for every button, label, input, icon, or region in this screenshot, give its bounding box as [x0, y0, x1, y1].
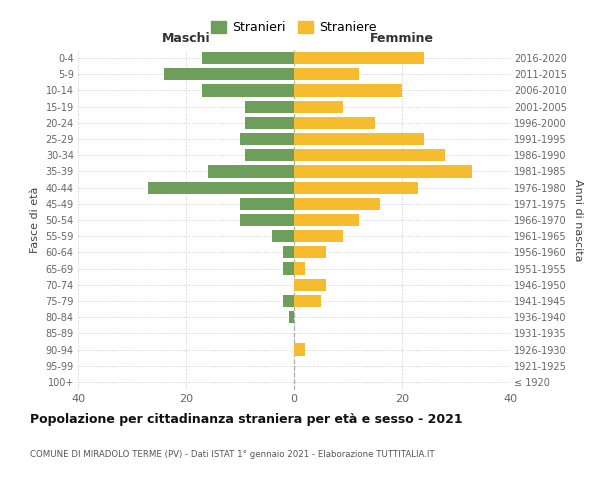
- Bar: [294, 68, 359, 80]
- Bar: [289, 311, 294, 323]
- Bar: [294, 133, 424, 145]
- Bar: [164, 68, 294, 80]
- Bar: [294, 52, 424, 64]
- Bar: [240, 133, 294, 145]
- Y-axis label: Anni di nascita: Anni di nascita: [572, 179, 583, 261]
- Bar: [294, 278, 326, 291]
- Bar: [283, 246, 294, 258]
- Bar: [208, 166, 294, 177]
- Bar: [272, 230, 294, 242]
- Text: Popolazione per cittadinanza straniera per età e sesso - 2021: Popolazione per cittadinanza straniera p…: [30, 412, 463, 426]
- Text: COMUNE DI MIRADOLO TERME (PV) - Dati ISTAT 1° gennaio 2021 - Elaborazione TUTTIT: COMUNE DI MIRADOLO TERME (PV) - Dati IST…: [30, 450, 434, 459]
- Legend: Stranieri, Straniere: Stranieri, Straniere: [206, 16, 382, 40]
- Bar: [294, 117, 375, 129]
- Bar: [245, 149, 294, 162]
- Bar: [245, 117, 294, 129]
- Bar: [283, 262, 294, 274]
- Bar: [245, 100, 294, 112]
- Bar: [294, 246, 326, 258]
- Bar: [294, 295, 321, 307]
- Text: Femmine: Femmine: [370, 32, 434, 45]
- Bar: [240, 198, 294, 210]
- Y-axis label: Fasce di età: Fasce di età: [30, 187, 40, 253]
- Text: Maschi: Maschi: [161, 32, 211, 45]
- Bar: [148, 182, 294, 194]
- Bar: [283, 295, 294, 307]
- Bar: [294, 182, 418, 194]
- Bar: [294, 214, 359, 226]
- Bar: [294, 230, 343, 242]
- Bar: [294, 149, 445, 162]
- Bar: [294, 198, 380, 210]
- Bar: [202, 84, 294, 96]
- Bar: [294, 84, 402, 96]
- Bar: [294, 100, 343, 112]
- Bar: [240, 214, 294, 226]
- Bar: [294, 262, 305, 274]
- Bar: [294, 166, 472, 177]
- Bar: [202, 52, 294, 64]
- Bar: [294, 344, 305, 355]
